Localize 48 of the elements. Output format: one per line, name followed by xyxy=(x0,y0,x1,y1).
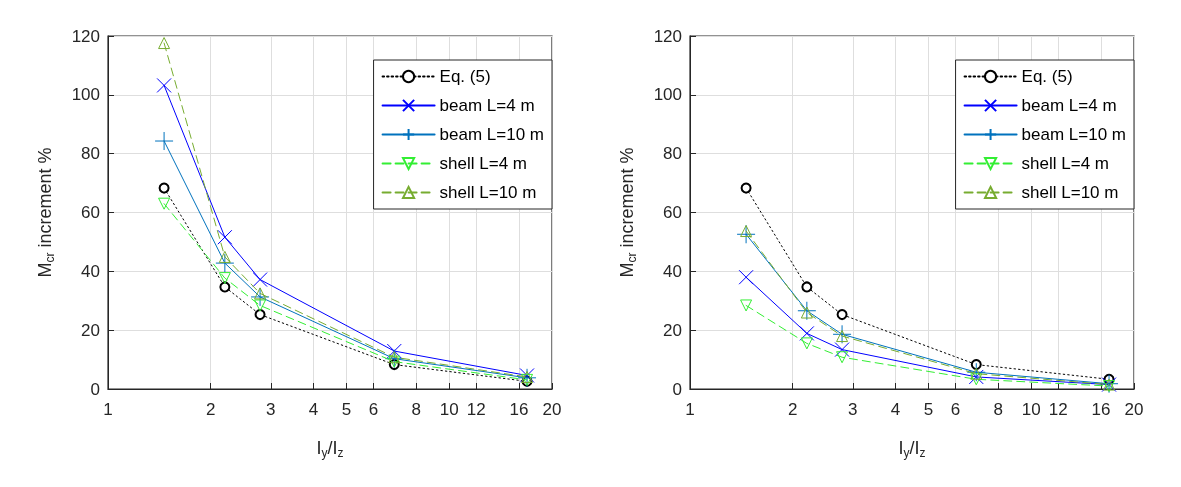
x-tick-label: 3 xyxy=(848,400,858,419)
x-tick-label: 5 xyxy=(341,400,352,419)
legend-label: shell L=4 m xyxy=(439,154,527,173)
x-tick-label: 5 xyxy=(923,400,934,419)
y-tick-label: 120 xyxy=(653,26,682,46)
x-tick-label: 16 xyxy=(1091,400,1111,419)
legend-label: Eq. (5) xyxy=(1021,67,1073,86)
x-tick-label: 16 xyxy=(509,400,529,419)
y-tick-label: 20 xyxy=(663,320,682,340)
y-axis-title: Mcr increment % xyxy=(617,147,639,278)
x-tick-label: 10 xyxy=(1021,400,1041,419)
y-tick-label: 120 xyxy=(71,26,100,46)
y-tick-label: 40 xyxy=(663,261,682,281)
y-tick-label: 60 xyxy=(663,203,682,222)
legend-label: beam L=4 m xyxy=(439,96,535,115)
x-tick-label: 1 xyxy=(685,400,695,419)
y-tick-label: 100 xyxy=(71,85,100,105)
x-tick-label: 10 xyxy=(439,400,459,419)
legend-label: Eq. (5) xyxy=(439,67,491,86)
x-tick-label: 3 xyxy=(266,400,276,419)
x-tick-label: 20 xyxy=(542,400,562,419)
y-tick-label: 100 xyxy=(653,85,682,105)
legend-label: shell L=4 m xyxy=(1021,154,1109,173)
x-tick-label: 4 xyxy=(890,400,901,419)
y-tick-label: 80 xyxy=(81,144,100,164)
y-tick-label: 0 xyxy=(672,379,682,399)
x-tick-label: 8 xyxy=(411,400,421,419)
legend-label: beam L=10 m xyxy=(1021,125,1127,144)
y-tick-label: 0 xyxy=(90,379,100,399)
x-tick-label: 1 xyxy=(103,400,113,419)
y-axis-title: Mcr increment % xyxy=(35,147,57,278)
x-tick-label: 2 xyxy=(206,400,216,419)
legend-label: shell L=10 m xyxy=(1021,183,1119,202)
x-tick-label: 8 xyxy=(993,400,1003,419)
y-tick-label: 20 xyxy=(81,320,100,340)
x-tick-label: 2 xyxy=(788,400,798,419)
y-tick-label: 60 xyxy=(81,203,100,222)
y-tick-label: 80 xyxy=(663,144,682,164)
legend-label: beam L=4 m xyxy=(1021,96,1117,115)
x-tick-label: 6 xyxy=(368,400,379,419)
x-tick-label: 4 xyxy=(308,400,319,419)
x-tick-label: 12 xyxy=(466,400,486,419)
x-tick-label: 6 xyxy=(950,400,961,419)
x-tick-label: 20 xyxy=(1124,400,1144,419)
x-tick-label: 12 xyxy=(1048,400,1068,419)
legend-label: beam L=10 m xyxy=(439,125,545,144)
y-tick-label: 40 xyxy=(81,261,100,281)
legend-label: shell L=10 m xyxy=(439,183,537,202)
